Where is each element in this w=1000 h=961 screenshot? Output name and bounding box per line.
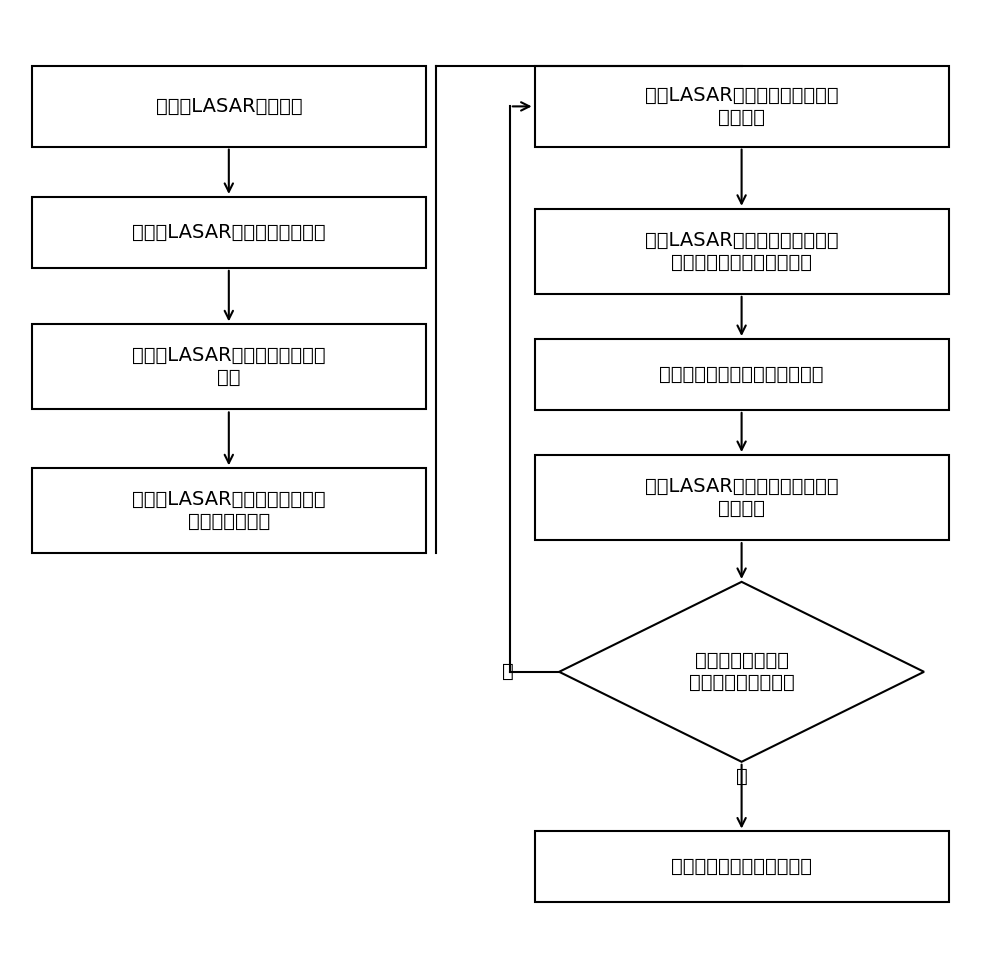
FancyBboxPatch shape [32, 468, 426, 554]
FancyBboxPatch shape [535, 455, 949, 540]
FancyBboxPatch shape [535, 339, 949, 410]
Text: 初始化LASAR线阵天线观测空间
参数: 初始化LASAR线阵天线观测空间 参数 [132, 346, 326, 387]
FancyBboxPatch shape [535, 209, 949, 294]
Polygon shape [559, 581, 924, 762]
FancyBboxPatch shape [32, 66, 426, 147]
Text: 计算LASAR稀布线阵天线激励阵
元的位置: 计算LASAR稀布线阵天线激励阵 元的位置 [645, 86, 838, 127]
Text: 否: 否 [502, 662, 514, 681]
FancyBboxPatch shape [32, 197, 426, 268]
Text: 计算LASAR线阵天线观测空间中
不同单元格之间的相关系数: 计算LASAR线阵天线观测空间中 不同单元格之间的相关系数 [645, 231, 838, 272]
FancyBboxPatch shape [32, 324, 426, 409]
Text: 是: 是 [736, 767, 747, 785]
Text: 稀布线阵天线阵元优化结果: 稀布线阵天线阵元优化结果 [671, 857, 812, 876]
Text: 初始化LASAR稀布线阵天线优化
方法的相关参数: 初始化LASAR稀布线阵天线优化 方法的相关参数 [132, 490, 326, 531]
Text: 相关系数小于阈值
或达到最大迭代次数: 相关系数小于阈值 或达到最大迭代次数 [689, 652, 794, 692]
Text: 初始化LASAR系统参数: 初始化LASAR系统参数 [156, 97, 302, 116]
Text: 利用阈值约束相关系数向量的值: 利用阈值约束相关系数向量的值 [659, 365, 824, 384]
Text: 估计LASAR稀布线阵天线阵元的
激励向量: 估计LASAR稀布线阵天线阵元的 激励向量 [645, 477, 838, 518]
FancyBboxPatch shape [535, 831, 949, 902]
FancyBboxPatch shape [535, 66, 949, 147]
Text: 初始化LASAR稀布线阵天线参数: 初始化LASAR稀布线阵天线参数 [132, 223, 326, 242]
